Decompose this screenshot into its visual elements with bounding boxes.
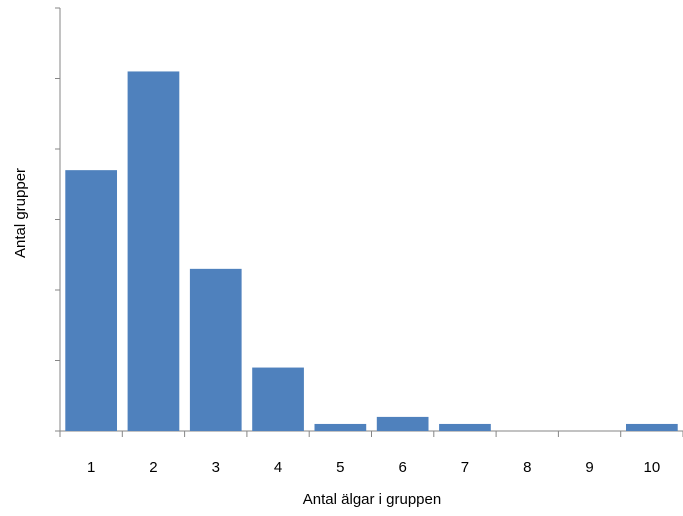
bar-10 [626, 423, 678, 431]
bar-2 [127, 71, 180, 431]
x-tick-label-6: 6 [398, 459, 406, 476]
x-ticks [59, 431, 683, 437]
bar-7 [439, 423, 491, 431]
bars [65, 71, 678, 431]
x-tick-labels: 1 2 3 4 5 6 7 8 9 10 [87, 459, 660, 476]
x-tick-label-1: 1 [87, 459, 95, 476]
y-axis-title: Antal grupper [12, 168, 29, 258]
bar-1 [65, 170, 118, 431]
x-tick-label-5: 5 [336, 459, 344, 476]
x-tick-label-4: 4 [274, 459, 282, 476]
bar-5 [314, 423, 367, 431]
x-axis-title: Antal älgar i gruppen [303, 491, 441, 508]
x-tick-label-2: 2 [149, 459, 157, 476]
y-ticks [55, 7, 60, 432]
bar-4 [252, 367, 304, 431]
bar-3 [189, 268, 242, 431]
bar-6 [376, 416, 429, 431]
x-tick-label-10: 10 [644, 459, 661, 476]
x-tick-label-3: 3 [212, 459, 220, 476]
x-tick-label-9: 9 [585, 459, 593, 476]
x-tick-label-8: 8 [523, 459, 531, 476]
x-tick-label-7: 7 [461, 459, 469, 476]
